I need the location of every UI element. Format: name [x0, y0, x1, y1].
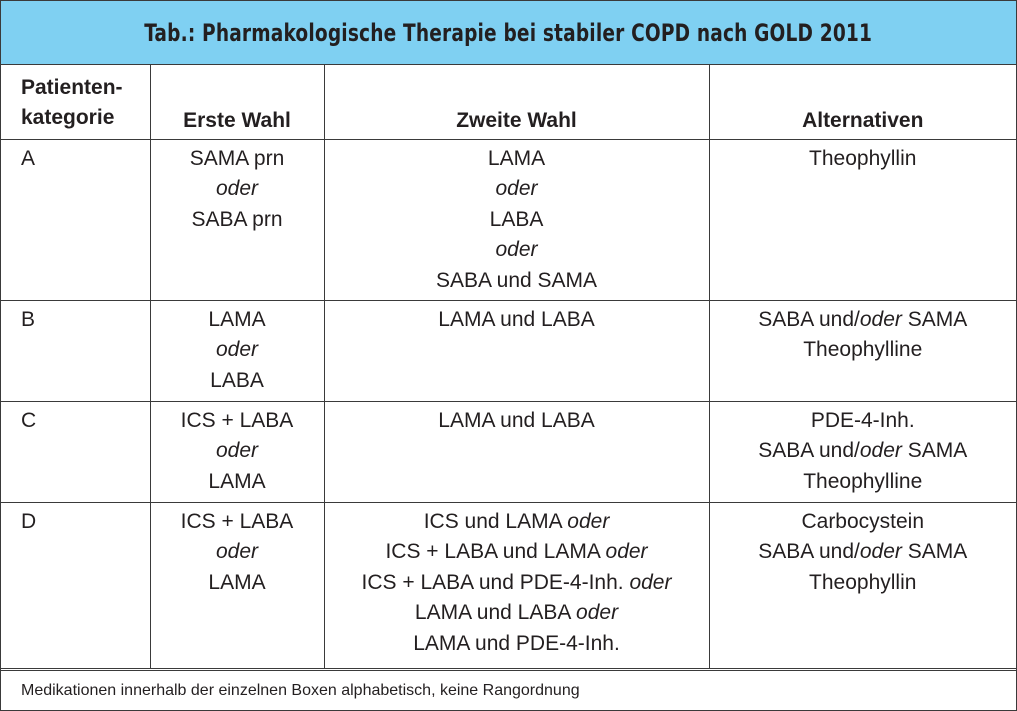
therapy-table: Patienten- kategorie Erste Wahl Zweite W…: [1, 65, 1016, 669]
oder-connector: oder: [215, 338, 259, 361]
drug-line: SABA und/oder SAMA: [758, 307, 968, 331]
alternatives-cell: PDE-4-Inh. SABA und/oder SAMA Theophylli…: [708, 400, 1016, 503]
title-bar: Tab.: Pharmakologische Therapie bei stab…: [1, 1, 1016, 65]
drug-line: ICS + LABA und LAMA oder: [385, 540, 648, 563]
drug-line: Theophyllin: [809, 570, 917, 594]
drug-line: LABA: [210, 368, 264, 392]
oder-connector: oder: [495, 238, 538, 261]
second-choice-cell: LAMA und LABA: [323, 299, 710, 402]
drug-line: LAMA und PDE-4-Inh.: [413, 631, 620, 655]
header-category-line2: kategorie: [21, 105, 115, 129]
header-second-choice: Zweite Wahl: [323, 65, 710, 140]
drug-line: SABA prn: [191, 207, 283, 231]
alternatives-cell: SABA und/oder SAMA Theophylline: [708, 299, 1016, 402]
drug-line: LABA: [489, 207, 544, 231]
drug-line: LAMA und LABA: [438, 307, 595, 331]
category-cell: C: [1, 400, 151, 503]
table-footnote: Medikationen innerhalb der einzelnen Box…: [1, 670, 1016, 710]
drug-line: LAMA und LABA oder: [414, 601, 619, 624]
table-row: A SAMA prn oder SABA prn LAMA oder LABA …: [1, 138, 1016, 301]
oder-connector: oder: [859, 307, 902, 331]
first-choice-cell: SAMA prn oder SABA prn: [149, 138, 325, 301]
oder-connector: oder: [859, 540, 902, 563]
oder-connector: oder: [215, 177, 259, 200]
drug-line: LAMA: [208, 307, 266, 331]
category-cell: B: [1, 299, 151, 402]
oder-connector: oder: [605, 540, 648, 563]
oder-connector: oder: [495, 177, 538, 200]
drug-line: Theophylline: [803, 338, 923, 361]
oder-connector: oder: [215, 540, 259, 563]
drug-line: ICS + LABA: [180, 408, 294, 432]
drug-line: Carbocystein: [801, 509, 925, 533]
drug-line: ICS + LABA und PDE-4-Inh. oder: [361, 570, 672, 594]
second-choice-cell: ICS und LAMA oder ICS + LABA und LAMA od…: [323, 501, 710, 669]
header-alternatives: Alternativen: [708, 65, 1016, 140]
oder-connector: oder: [215, 439, 259, 462]
drug-line: SAMA prn: [189, 146, 285, 170]
table-row: C ICS + LABA oder LAMA LAMA und LABA PDE…: [1, 400, 1016, 503]
table-row: D ICS + LABA oder LAMA ICS und LAMA oder…: [1, 501, 1016, 669]
table-title: Tab.: Pharmakologische Therapie bei stab…: [144, 18, 873, 47]
drug-line: LAMA: [487, 146, 546, 170]
second-choice-cell: LAMA oder LABA oder SABA und SAMA: [323, 138, 710, 301]
drug-line: LAMA und LABA: [438, 408, 595, 432]
header-patient-category: Patienten- kategorie: [1, 65, 151, 140]
drug-line: LAMA: [208, 570, 266, 594]
drug-line: LAMA: [208, 469, 266, 493]
drug-line: ICS und LAMA oder: [423, 509, 610, 533]
drug-line: Theophyllin: [809, 146, 917, 170]
alternatives-cell: Carbocystein SABA und/oder SAMA Theophyl…: [708, 501, 1016, 669]
oder-connector: oder: [859, 439, 902, 462]
header-row: Patienten- kategorie Erste Wahl Zweite W…: [1, 65, 1016, 140]
header-category-line1: Patienten-: [21, 75, 123, 99]
first-choice-cell: ICS + LABA oder LAMA: [149, 501, 325, 669]
drug-line: PDE-4-Inh.: [810, 408, 915, 432]
drug-line: SABA und SAMA: [435, 268, 598, 292]
second-choice-cell: LAMA und LABA: [323, 400, 710, 503]
drug-line: SABA und/oder SAMA: [758, 439, 968, 462]
oder-connector: oder: [567, 509, 610, 533]
category-cell: D: [1, 501, 151, 669]
table-row: B LAMA oder LABA LAMA und LABA SABA und/…: [1, 299, 1016, 402]
oder-connector: oder: [629, 570, 672, 594]
first-choice-cell: ICS + LABA oder LAMA: [149, 400, 325, 503]
first-choice-cell: LAMA oder LABA: [149, 299, 325, 402]
drug-line: ICS + LABA: [180, 509, 294, 533]
drug-line: Theophylline: [803, 469, 923, 493]
alternatives-cell: Theophyllin: [708, 138, 1016, 301]
category-cell: A: [1, 138, 151, 301]
oder-connector: oder: [576, 601, 619, 624]
header-first-choice: Erste Wahl: [149, 65, 325, 140]
drug-line: SABA und/oder SAMA: [758, 540, 968, 563]
